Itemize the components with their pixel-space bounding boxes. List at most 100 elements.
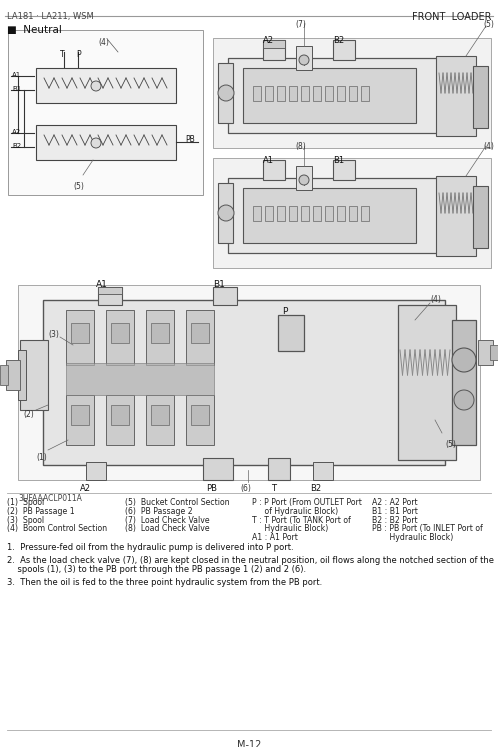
Text: (1): (1): [36, 453, 47, 462]
Bar: [289, 206, 297, 221]
Bar: [289, 86, 297, 101]
Bar: [313, 86, 321, 101]
Bar: [296, 46, 312, 70]
Bar: [243, 68, 416, 123]
Bar: [43, 300, 445, 465]
Text: Hydraulic Block): Hydraulic Block): [372, 533, 453, 542]
Text: Hydraulic Block): Hydraulic Block): [252, 524, 328, 533]
Bar: [66, 363, 214, 395]
Bar: [218, 63, 233, 123]
Bar: [213, 287, 237, 305]
Bar: [36, 125, 176, 160]
Bar: [452, 320, 476, 445]
Text: B1: B1: [12, 86, 21, 92]
Text: T: T: [271, 484, 276, 493]
Bar: [301, 206, 309, 221]
Text: of Hydraulic Block): of Hydraulic Block): [252, 506, 338, 515]
Circle shape: [218, 205, 234, 221]
Text: (4): (4): [98, 38, 109, 47]
Text: P: P: [282, 307, 287, 316]
Circle shape: [299, 175, 309, 185]
Bar: [263, 40, 285, 48]
Text: (1)  Spool: (1) Spool: [7, 498, 44, 507]
Bar: [213, 38, 491, 148]
Bar: [436, 56, 476, 136]
Bar: [18, 350, 26, 400]
Bar: [106, 395, 134, 445]
Bar: [473, 186, 488, 248]
Text: A2 : A2 Port: A2 : A2 Port: [372, 498, 418, 507]
Bar: [478, 340, 493, 365]
Bar: [228, 58, 471, 133]
Bar: [361, 206, 369, 221]
Circle shape: [91, 138, 101, 148]
Text: B2: B2: [12, 143, 21, 149]
Bar: [243, 188, 416, 243]
Circle shape: [299, 55, 309, 65]
Text: (2)  PB Passage 1: (2) PB Passage 1: [7, 506, 75, 515]
Bar: [265, 86, 273, 101]
Bar: [218, 183, 233, 243]
Text: (8)  Load Check Valve: (8) Load Check Valve: [125, 524, 210, 533]
Text: (2): (2): [23, 410, 34, 419]
Bar: [0, 365, 8, 385]
Text: (3): (3): [48, 330, 59, 339]
Bar: [111, 405, 129, 425]
Text: (5): (5): [483, 20, 494, 29]
Text: PB: PB: [206, 484, 217, 493]
Text: (5): (5): [445, 440, 456, 449]
Bar: [436, 176, 476, 256]
Bar: [66, 395, 94, 445]
Bar: [151, 323, 169, 343]
Bar: [490, 345, 498, 360]
Text: ■  Neutral: ■ Neutral: [7, 25, 62, 35]
Text: A1: A1: [12, 72, 21, 78]
Text: B1: B1: [213, 280, 225, 289]
Text: 3UFAAACLP011A: 3UFAAACLP011A: [18, 494, 82, 503]
Bar: [333, 160, 355, 180]
Text: (6)  PB Passage 2: (6) PB Passage 2: [125, 506, 193, 515]
Bar: [277, 206, 285, 221]
Bar: [66, 310, 94, 365]
Bar: [146, 310, 174, 365]
Bar: [349, 86, 357, 101]
Text: 3.  Then the oil is fed to the three point hydraulic system from the PB port.: 3. Then the oil is fed to the three poin…: [7, 578, 322, 587]
Bar: [263, 160, 285, 180]
Text: A2: A2: [12, 129, 21, 135]
Text: (5)  Bucket Control Section: (5) Bucket Control Section: [125, 498, 230, 507]
Bar: [213, 158, 491, 268]
Text: M-12: M-12: [237, 740, 261, 747]
Text: (7)  Load Check Valve: (7) Load Check Valve: [125, 515, 210, 524]
Text: 2.  As the load check valve (7), (8) are kept closed in the neutral position, oi: 2. As the load check valve (7), (8) are …: [7, 556, 494, 565]
Text: (7): (7): [295, 20, 306, 29]
Text: (6): (6): [240, 484, 251, 493]
Bar: [349, 206, 357, 221]
Circle shape: [454, 390, 474, 410]
Text: FRONT  LOADER: FRONT LOADER: [411, 12, 491, 22]
Text: B1: B1: [333, 156, 344, 165]
Bar: [186, 310, 214, 365]
Circle shape: [91, 81, 101, 91]
Bar: [151, 405, 169, 425]
Text: P : P Port (From OUTLET Port: P : P Port (From OUTLET Port: [252, 498, 362, 507]
Text: PB: PB: [185, 135, 195, 144]
Text: A2: A2: [263, 36, 274, 45]
Bar: [18, 285, 480, 480]
Bar: [313, 206, 321, 221]
Bar: [253, 206, 261, 221]
Bar: [473, 66, 488, 128]
Bar: [301, 86, 309, 101]
Bar: [263, 40, 285, 60]
Text: (5): (5): [73, 182, 84, 191]
Bar: [337, 206, 345, 221]
Circle shape: [218, 85, 234, 101]
Text: B2: B2: [333, 36, 344, 45]
Text: spools (1), (3) to the PB port through the PB passage 1 (2) and 2 (6).: spools (1), (3) to the PB port through t…: [7, 565, 306, 574]
Bar: [191, 323, 209, 343]
Text: T : T Port (To TANK Port of: T : T Port (To TANK Port of: [252, 515, 351, 524]
Bar: [191, 405, 209, 425]
Bar: [277, 86, 285, 101]
Bar: [325, 206, 333, 221]
Text: 1.  Pressure-fed oil from the hydraulic pump is delivered into P port.: 1. Pressure-fed oil from the hydraulic p…: [7, 543, 294, 552]
Text: P: P: [76, 50, 81, 59]
